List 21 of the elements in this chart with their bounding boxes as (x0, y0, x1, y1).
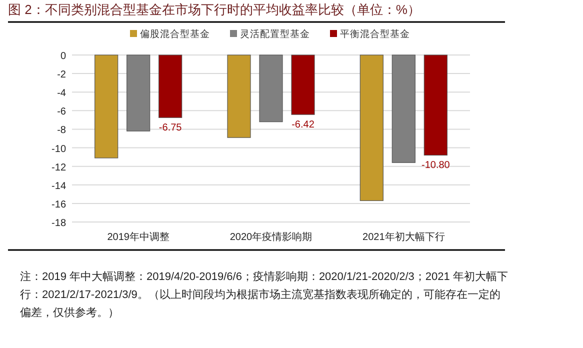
y-tick-label: -16 (52, 199, 66, 210)
data-label: -10.80 (421, 160, 450, 172)
y-tick-label: -2 (57, 70, 66, 81)
y-tick-label: 0 (60, 51, 66, 62)
text: 注：2019 年中大幅调整：2019/4/20-2019/6/6；疫情影响期：2020/1/21-2020/2/3；2021 年初大幅下行：2021/2/17-2021/3/9。（以上时间段均为根据市场主流宽基指数表现所确定的，可能存在一定的偏差，仅供参考。） (20, 270, 509, 321)
y-tick-label: -12 (52, 162, 66, 174)
y-tick-label: -18 (52, 218, 66, 229)
y-tick-label: -4 (57, 88, 66, 100)
chart-title: 图 2：不同类别混合型基金在市场下行时的平均收益率比较（单位：%） (8, 2, 420, 17)
y-tick-label: -6 (57, 106, 66, 118)
legend-label: 偏股混合型基金 (140, 28, 210, 40)
data-label: -6.42 (292, 120, 315, 131)
legend-label: 灵活配置型基金 (240, 28, 310, 40)
x-tick-label: 2019年中调整 (107, 231, 170, 243)
y-tick-label: -10 (52, 144, 66, 155)
x-tick-label: 2021年初大幅下行 (362, 231, 445, 243)
y-tick-label: -14 (52, 180, 66, 192)
x-tick-label: 2020年疫情影响期 (230, 231, 312, 243)
data-label: -6.75 (158, 122, 182, 134)
legend-label: 平衡混合型基金 (340, 28, 410, 40)
y-tick-label: -8 (57, 125, 66, 136)
